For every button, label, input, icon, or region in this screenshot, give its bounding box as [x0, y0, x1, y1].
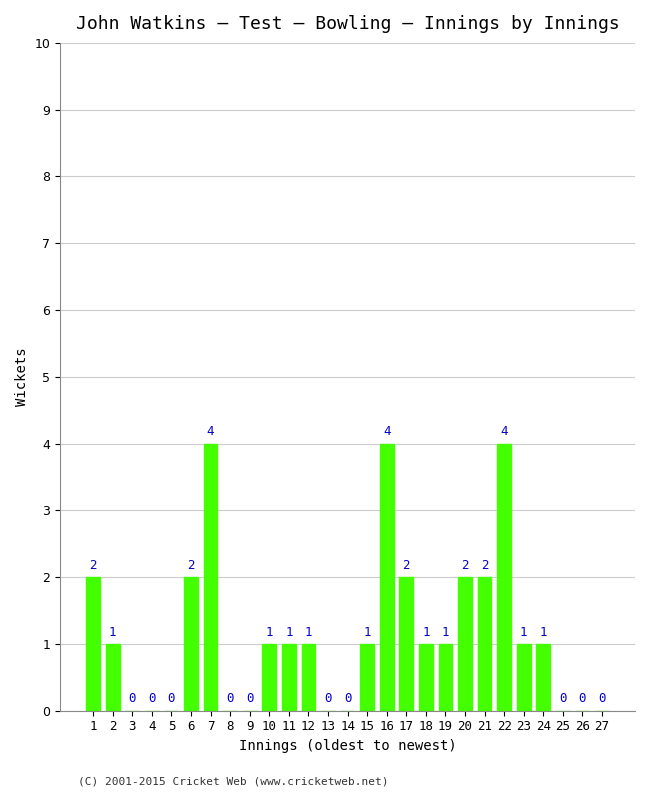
Bar — [282, 644, 296, 710]
Text: 0: 0 — [226, 692, 234, 706]
Text: 4: 4 — [207, 426, 215, 438]
Text: 2: 2 — [187, 559, 195, 572]
Y-axis label: Wickets: Wickets — [15, 347, 29, 406]
Bar — [184, 577, 198, 710]
Text: 4: 4 — [383, 426, 391, 438]
Bar — [439, 644, 452, 710]
Text: 2: 2 — [481, 559, 488, 572]
Bar — [203, 443, 217, 710]
Text: 1: 1 — [285, 626, 293, 638]
Bar — [458, 577, 472, 710]
Bar — [419, 644, 433, 710]
Text: 1: 1 — [422, 626, 430, 638]
Text: 1: 1 — [520, 626, 528, 638]
Bar — [106, 644, 120, 710]
Text: 1: 1 — [442, 626, 449, 638]
Text: 0: 0 — [598, 692, 606, 706]
Bar — [400, 577, 413, 710]
Text: 1: 1 — [266, 626, 273, 638]
Text: 0: 0 — [246, 692, 254, 706]
Text: 4: 4 — [500, 426, 508, 438]
Text: 2: 2 — [90, 559, 97, 572]
Text: 2: 2 — [462, 559, 469, 572]
Bar — [380, 443, 393, 710]
Title: John Watkins – Test – Bowling – Innings by Innings: John Watkins – Test – Bowling – Innings … — [75, 15, 619, 33]
Bar — [517, 644, 530, 710]
Text: 0: 0 — [129, 692, 136, 706]
Text: 0: 0 — [168, 692, 175, 706]
Bar — [497, 443, 511, 710]
Text: 0: 0 — [559, 692, 567, 706]
Bar — [478, 577, 491, 710]
Text: (C) 2001-2015 Cricket Web (www.cricketweb.net): (C) 2001-2015 Cricket Web (www.cricketwe… — [78, 776, 389, 786]
Text: 1: 1 — [109, 626, 116, 638]
Text: 0: 0 — [344, 692, 352, 706]
Text: 1: 1 — [305, 626, 312, 638]
Text: 1: 1 — [363, 626, 371, 638]
Text: 0: 0 — [148, 692, 155, 706]
Text: 1: 1 — [540, 626, 547, 638]
Text: 2: 2 — [402, 559, 410, 572]
Text: 0: 0 — [324, 692, 332, 706]
Bar — [302, 644, 315, 710]
Bar — [86, 577, 100, 710]
Bar — [360, 644, 374, 710]
Bar — [263, 644, 276, 710]
Text: 0: 0 — [578, 692, 586, 706]
X-axis label: Innings (oldest to newest): Innings (oldest to newest) — [239, 739, 456, 753]
Bar — [536, 644, 550, 710]
